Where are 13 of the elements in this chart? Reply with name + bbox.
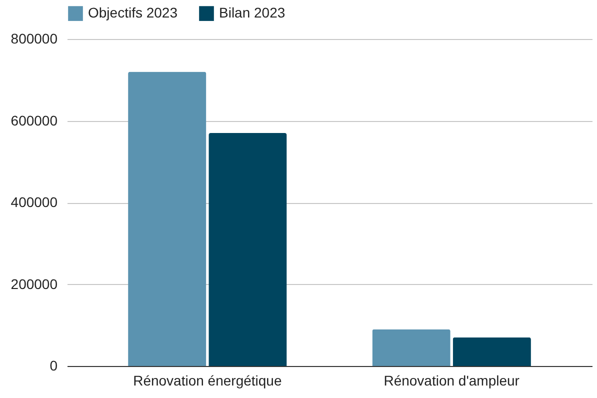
- bar: [372, 329, 450, 366]
- y-tick-label: 800000: [10, 30, 58, 46]
- legend-label: Objectifs 2023: [88, 4, 178, 21]
- y-tick-label: 200000: [10, 276, 58, 292]
- x-tick-label: Rénovation énergétique: [133, 372, 282, 388]
- y-tick-label: 600000: [10, 112, 58, 128]
- bar: [128, 72, 206, 366]
- legend-label: Bilan 2023: [219, 4, 286, 21]
- x-tick-label: Rénovation d'ampleur: [384, 372, 520, 388]
- bar: [208, 133, 287, 366]
- y-tick-label: 400000: [10, 194, 58, 210]
- bar: [452, 337, 531, 366]
- y-tick-label: 0: [50, 358, 58, 374]
